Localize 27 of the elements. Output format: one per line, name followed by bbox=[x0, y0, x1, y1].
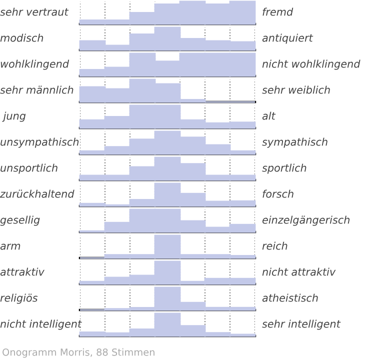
y-axis-title: modisch bbox=[0, 34, 44, 42]
y2-axis-title: forsch bbox=[262, 190, 294, 198]
y2-axis-title: sympathisch bbox=[262, 138, 328, 148]
y2-axis-title: nicht wohlklingend bbox=[262, 60, 360, 70]
y-axis-title: nicht intelligent bbox=[0, 320, 82, 330]
y2-axis-title: alt bbox=[262, 112, 276, 120]
y2-axis-title: nicht attraktiv bbox=[262, 268, 336, 276]
y2-axis-title: einzelgängerisch bbox=[262, 216, 350, 226]
y-axis-title: sehr männlich bbox=[0, 86, 74, 94]
y2-axis-title: sehr weiblich bbox=[262, 86, 330, 94]
y-axis-title: jung bbox=[2, 112, 26, 122]
y2-axis-title: sportlich bbox=[262, 164, 306, 174]
y-axis-title: arm bbox=[0, 244, 20, 250]
y-axis-title: sehr vertraut bbox=[0, 8, 69, 16]
y2-axis-title: reich bbox=[262, 242, 288, 250]
y-axis-title: zurückhaltend bbox=[0, 190, 74, 198]
y2-axis-title: atheistisch bbox=[262, 294, 318, 302]
y2-axis-title: antiquiert bbox=[262, 34, 314, 44]
y-axis-title: wohlklingend bbox=[0, 60, 70, 70]
y2-axis-title: fremd bbox=[262, 8, 294, 16]
text: Onogramm Morris, 88 Stimmen bbox=[2, 348, 154, 358]
y2-axis-title: sehr intelligent bbox=[262, 320, 341, 330]
y-axis-title: gesellig bbox=[0, 216, 40, 226]
y-axis-title: unsympathisch bbox=[0, 138, 79, 148]
y-axis-title: unsportlich bbox=[0, 164, 58, 174]
y-axis-title: attraktiv bbox=[0, 268, 45, 276]
y-axis-title: religiös bbox=[0, 294, 38, 304]
